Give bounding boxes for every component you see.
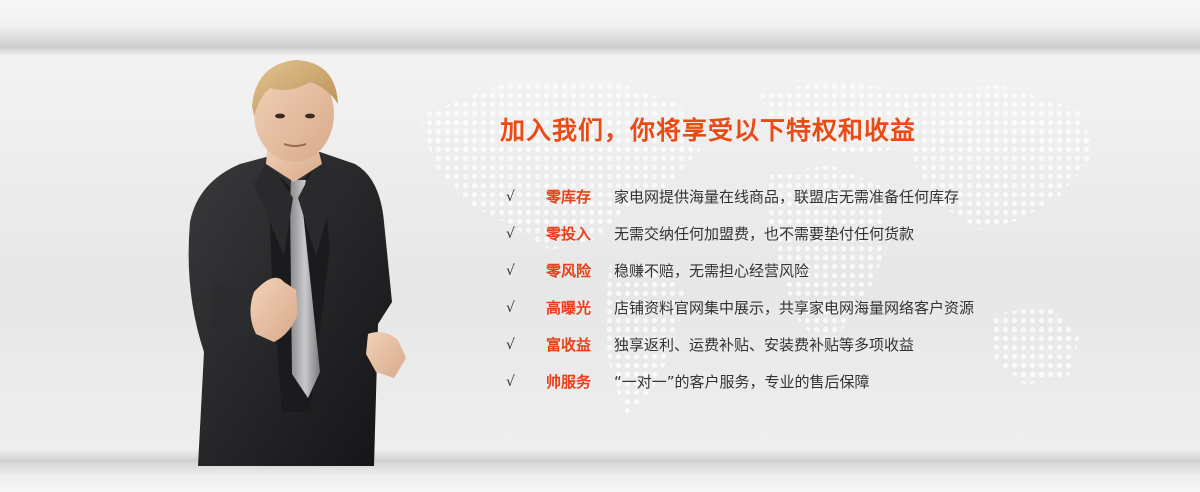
- banner-headline: 加入我们，你将享受以下特权和收益: [500, 116, 917, 145]
- check-icon: √: [506, 188, 515, 205]
- benefit-title: 零风险: [546, 262, 592, 280]
- benefit-item-great-service: √ 帅服务 “一对一”的客户服务，专业的售后保障: [500, 363, 1160, 400]
- benefit-list: √ 零库存 家电网提供海量在线商品，联盟店无需准备任何库存 √ 零投入 无需交纳…: [500, 178, 1160, 400]
- benefit-item-rich-revenue: √ 富收益 独享返利、运费补贴、安装费补贴等多项收益: [500, 326, 1160, 363]
- benefit-description: 无需交纳任何加盟费，也不需要垫付任何货款: [614, 225, 915, 243]
- check-icon: √: [506, 225, 515, 242]
- check-icon: √: [506, 336, 515, 353]
- benefit-title: 富收益: [546, 336, 592, 354]
- benefit-item-high-exposure: √ 高曝光 店铺资料官网集中展示，共享家电网海量网络客户资源: [500, 289, 1160, 326]
- benefits-panel: 加入我们，你将享受以下特权和收益 √ 零库存 家电网提供海量在线商品，联盟店无需…: [500, 114, 1160, 400]
- benefit-description: 家电网提供海量在线商品，联盟店无需准备任何库存: [614, 188, 960, 206]
- benefit-title: 零库存: [546, 188, 592, 206]
- benefit-description: 稳赚不赔，无需担心经营风险: [614, 262, 810, 280]
- benefit-description: “一对一”的客户服务，专业的售后保障: [614, 373, 870, 391]
- check-icon: √: [506, 373, 515, 390]
- benefit-title: 高曝光: [546, 299, 592, 317]
- bottom-shadow-band: [0, 450, 1200, 492]
- benefit-item-zero-inventory: √ 零库存 家电网提供海量在线商品，联盟店无需准备任何库存: [500, 178, 1160, 215]
- world-map-dots-illustration: [420, 80, 1095, 415]
- check-icon: √: [506, 299, 515, 316]
- benefit-item-zero-risk: √ 零风险 稳赚不赔，无需担心经营风险: [500, 252, 1160, 289]
- top-shadow-band: [0, 0, 1200, 56]
- benefit-title: 零投入: [546, 225, 592, 243]
- benefit-description: 独享返利、运费补贴、安装费补贴等多项收益: [614, 336, 915, 354]
- benefit-item-zero-investment: √ 零投入 无需交纳任何加盟费，也不需要垫付任何货款: [500, 215, 1160, 252]
- businessman-figure: [188, 60, 406, 466]
- benefit-title: 帅服务: [546, 373, 592, 391]
- benefit-description: 店铺资料官网集中展示，共享家电网海量网络客户资源: [614, 299, 975, 317]
- check-icon: √: [506, 262, 515, 279]
